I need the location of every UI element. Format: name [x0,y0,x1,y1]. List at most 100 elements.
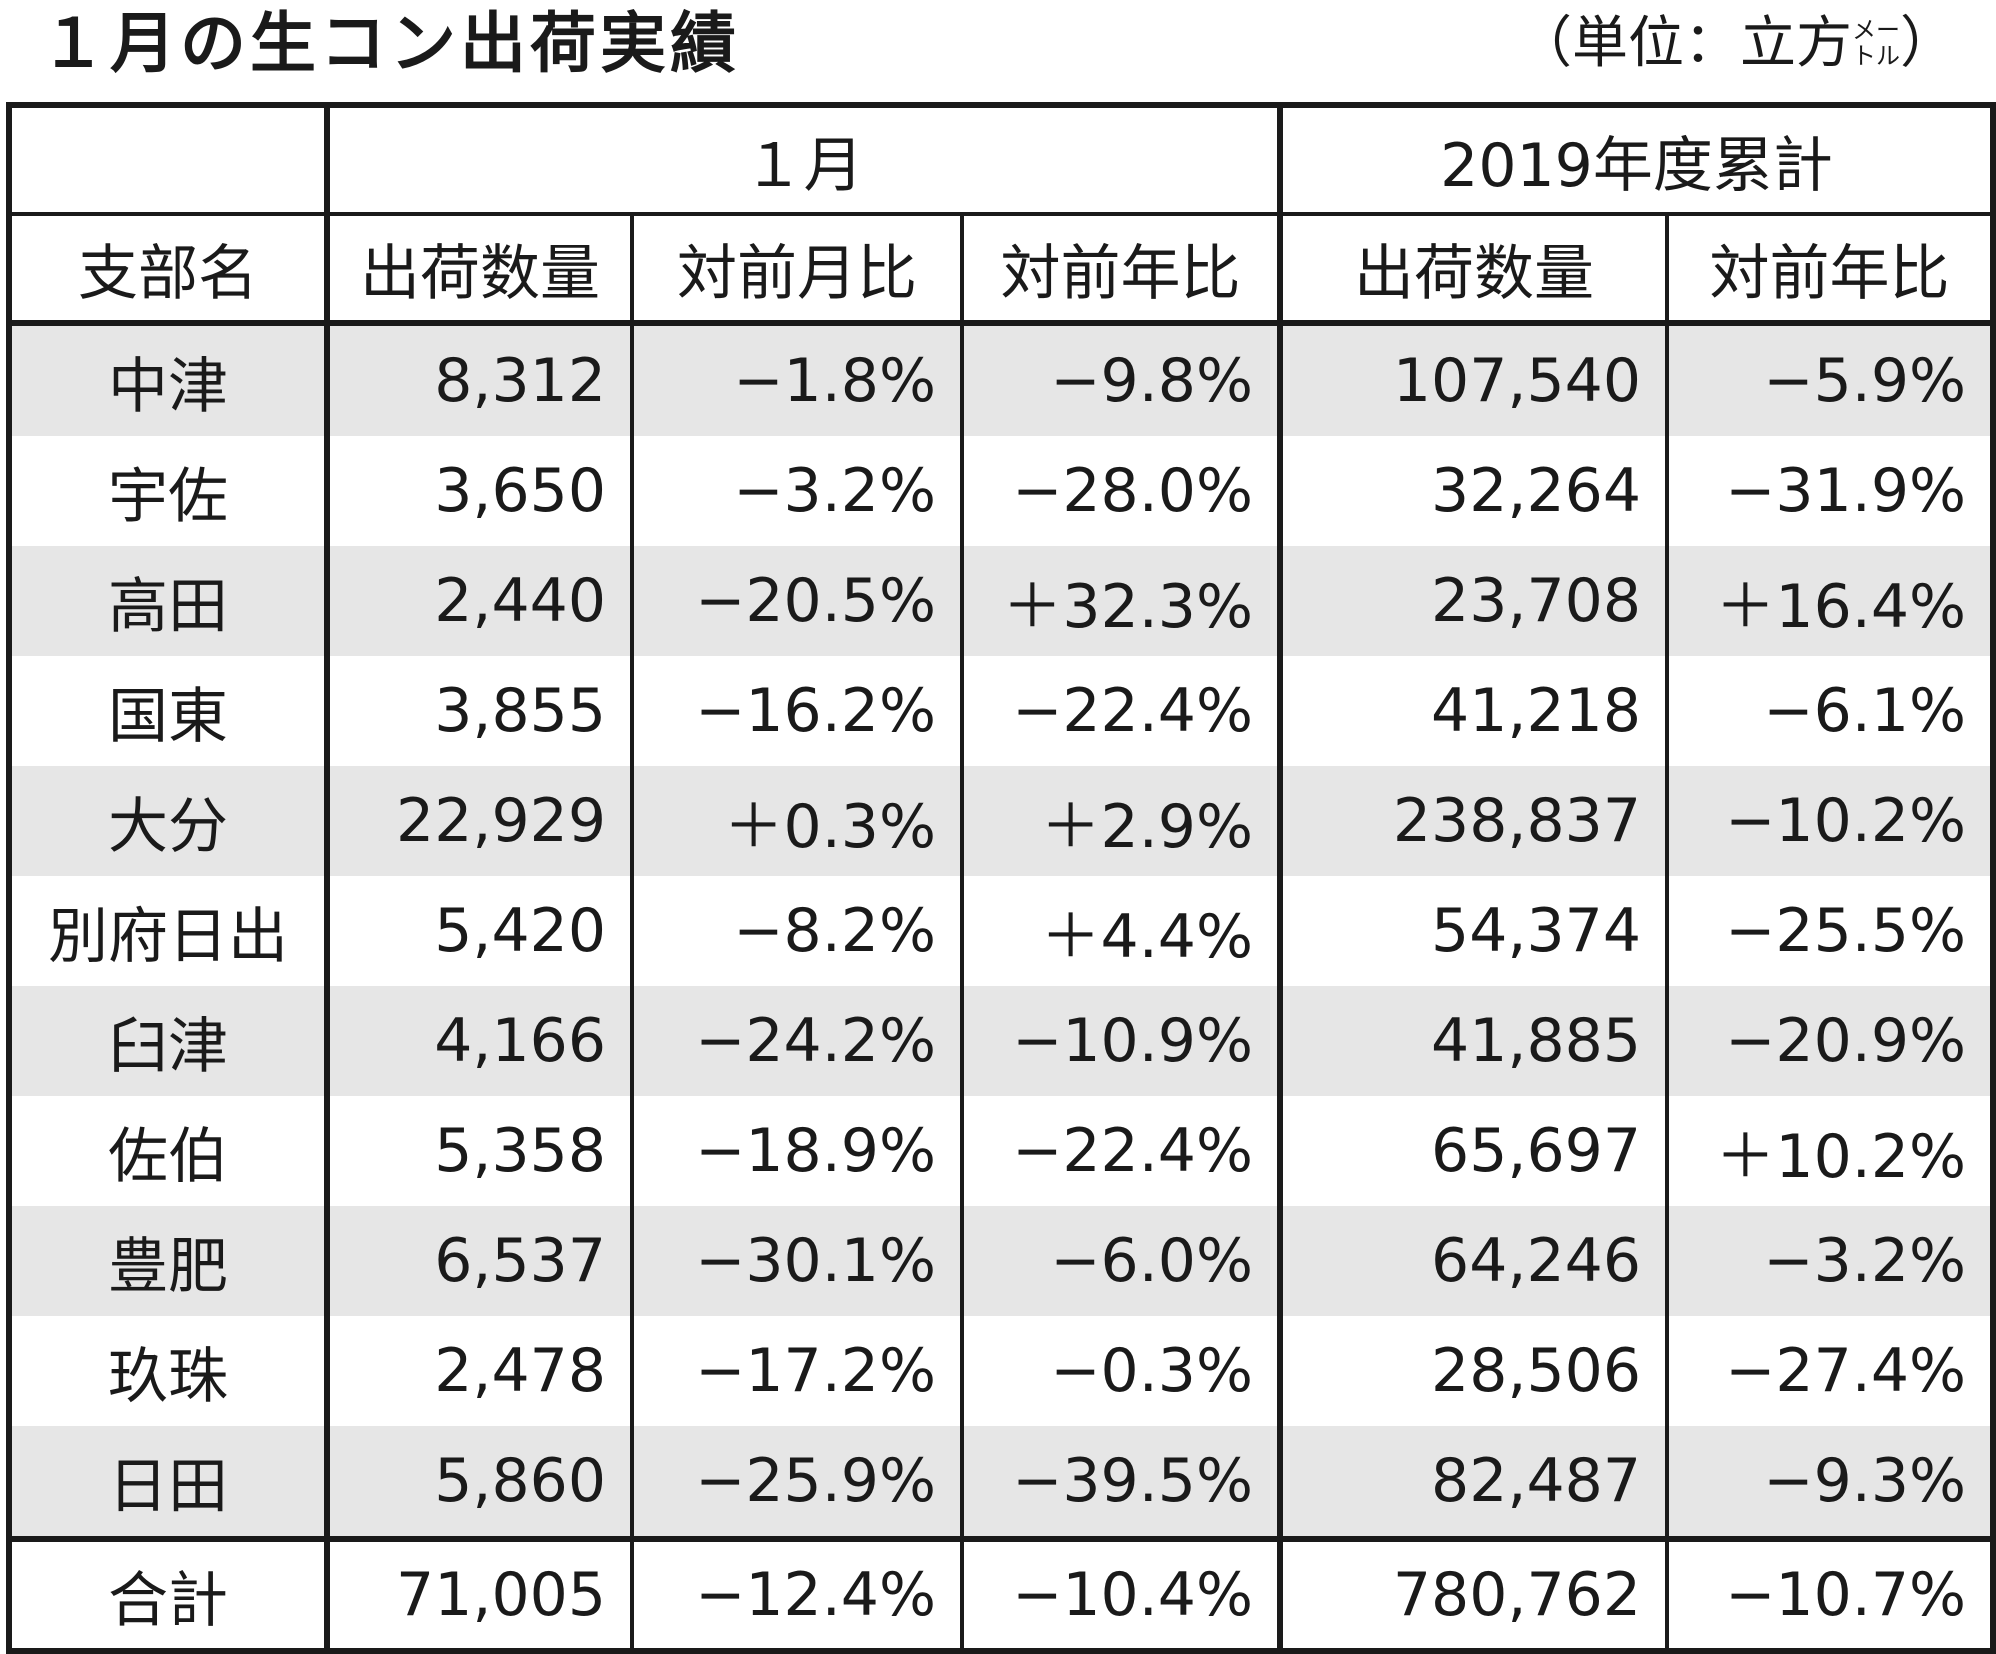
unit-stack: メー トル [1852,17,1900,69]
table-row: 国東 3,855 −16.2% −22.4% 41,218 −6.1% [7,656,1996,766]
ytd-yoy-change: ＋10.2% [1664,1096,1996,1206]
table-row: 大分 22,929 ＋0.3% ＋2.9% 238,837 −10.2% [7,766,1996,876]
shipment-qty: 6,537 [324,1206,634,1316]
total-qty: 71,005 [324,1536,634,1651]
mom-change: −25.9% [630,1426,964,1539]
branch-name: 別府日出 [7,876,329,986]
table-row: 佐伯 5,358 −18.9% −22.4% 65,697 ＋10.2% [7,1096,1996,1206]
ytd-shipment-qty: 82,487 [1277,1426,1669,1539]
mom-change: −24.2% [630,986,964,1096]
unit-note: （単位：立方 メー トル） [1516,8,1956,80]
ytd-shipment-qty: 23,708 [1277,546,1669,656]
header-shipment: 出荷数量 [324,214,634,326]
group-header-month: １月 [324,105,1282,216]
branch-name: 臼津 [7,986,329,1096]
branch-name: 国東 [7,656,329,766]
branch-name: 宇佐 [7,436,329,546]
header-ytd-shipment: 出荷数量 [1277,214,1669,326]
shipment-qty: 3,650 [324,436,634,546]
ytd-shipment-qty: 32,264 [1277,436,1669,546]
shipment-qty: 5,358 [324,1096,634,1206]
header-yoy: 対前年比 [960,214,1282,326]
table-row: 宇佐 3,650 −3.2% −28.0% 32,264 −31.9% [7,436,1996,546]
total-yoy: −10.4% [960,1536,1282,1651]
mom-change: −8.2% [630,876,964,986]
branch-name: 大分 [7,766,329,876]
header-ytd-yoy: 対前年比 [1664,214,1996,326]
shipment-qty: 3,855 [324,656,634,766]
ytd-shipment-qty: 41,885 [1277,986,1669,1096]
mom-change: −30.1% [630,1206,964,1316]
branch-name: 豊肥 [7,1206,329,1316]
column-header-row: 支部名 出荷数量 対前月比 対前年比 出荷数量 対前年比 [7,214,1996,326]
mom-change: −17.2% [630,1316,964,1426]
ytd-shipment-qty: 28,506 [1277,1316,1669,1426]
page-title: １月の生コン出荷実績 [40,5,740,82]
ytd-shipment-qty: 238,837 [1277,766,1669,876]
ytd-shipment-qty: 41,218 [1277,656,1669,766]
ytd-yoy-change: −20.9% [1664,986,1996,1096]
ytd-yoy-change: −25.5% [1664,876,1996,986]
unit-label: 単位：立方 [1572,11,1852,76]
shipment-qty: 8,312 [324,323,634,436]
mom-change: ＋0.3% [630,766,964,876]
total-label: 合計 [7,1536,329,1651]
branch-name: 日田 [7,1426,329,1539]
header-branch: 支部名 [7,214,329,326]
shipment-qty: 2,440 [324,546,634,656]
total-row: 合計 71,005 −12.4% −10.4% 780,762 −10.7% [7,1536,1996,1651]
yoy-change: −22.4% [960,1096,1282,1206]
ytd-yoy-change: −31.9% [1664,436,1996,546]
header-mom: 対前月比 [630,214,964,326]
unit-stack-bottom: トル [1852,41,1900,70]
yoy-change: −10.9% [960,986,1282,1096]
branch-name: 佐伯 [7,1096,329,1206]
ytd-yoy-change: −5.9% [1664,323,1996,436]
table-row: 別府日出 5,420 −8.2% ＋4.4% 54,374 −25.5% [7,876,1996,986]
shipment-qty: 5,420 [324,876,634,986]
ytd-shipment-qty: 65,697 [1277,1096,1669,1206]
mom-change: −16.2% [630,656,964,766]
branch-name: 高田 [7,546,329,656]
ytd-shipment-qty: 64,246 [1277,1206,1669,1316]
shipment-table: １月 2019年度累計 支部名 出荷数量 対前月比 対前年比 出荷数量 対前年比… [6,102,1996,1654]
ytd-yoy-change: −27.4% [1664,1316,1996,1426]
yoy-change: −6.0% [960,1206,1282,1316]
yoy-change: ＋32.3% [960,546,1282,656]
mom-change: −20.5% [630,546,964,656]
branch-name: 中津 [7,323,329,436]
ytd-yoy-change: −6.1% [1664,656,1996,766]
mom-change: −18.9% [630,1096,964,1206]
mom-change: −3.2% [630,436,964,546]
shipment-qty: 4,166 [324,986,634,1096]
ytd-yoy-change: ＋16.4% [1664,546,1996,656]
ytd-yoy-change: −9.3% [1664,1426,1996,1539]
ytd-shipment-qty: 54,374 [1277,876,1669,986]
table-row: 日田 5,860 −25.9% −39.5% 82,487 −9.3% [7,1426,1996,1539]
group-header-ytd: 2019年度累計 [1276,105,1996,216]
unit-open-paren: （ [1516,11,1572,76]
table-row: 豊肥 6,537 −30.1% −6.0% 64,246 −3.2% [7,1206,1996,1316]
total-ytd-yoy: −10.7% [1664,1536,1996,1651]
ytd-shipment-qty: 107,540 [1277,323,1669,436]
table-row: 玖珠 2,478 −17.2% −0.3% 28,506 −27.4% [7,1316,1996,1426]
yoy-change: −39.5% [960,1426,1282,1539]
shipment-qty: 2,478 [324,1316,634,1426]
yoy-change: ＋2.9% [960,766,1282,876]
table-row: 中津 8,312 −1.8% −9.8% 107,540 −5.9% [7,323,1996,436]
shipment-qty: 22,929 [324,766,634,876]
table-row: 臼津 4,166 −24.2% −10.9% 41,885 −20.9% [7,986,1996,1096]
branch-name: 玖珠 [7,1316,329,1426]
yoy-change: −9.8% [960,323,1282,436]
total-ytd-qty: 780,762 [1277,1536,1669,1651]
unit-close-paren: ） [1900,11,1956,76]
group-header-row: １月 2019年度累計 [7,105,1996,216]
unit-stack-top: メー [1852,15,1900,44]
ytd-yoy-change: −10.2% [1664,766,1996,876]
table-row: 高田 2,440 −20.5% ＋32.3% 23,708 ＋16.4% [7,546,1996,656]
corner-cell [7,105,329,216]
yoy-change: −22.4% [960,656,1282,766]
yoy-change: −28.0% [960,436,1282,546]
total-mom: −12.4% [630,1536,964,1651]
mom-change: −1.8% [630,323,964,436]
